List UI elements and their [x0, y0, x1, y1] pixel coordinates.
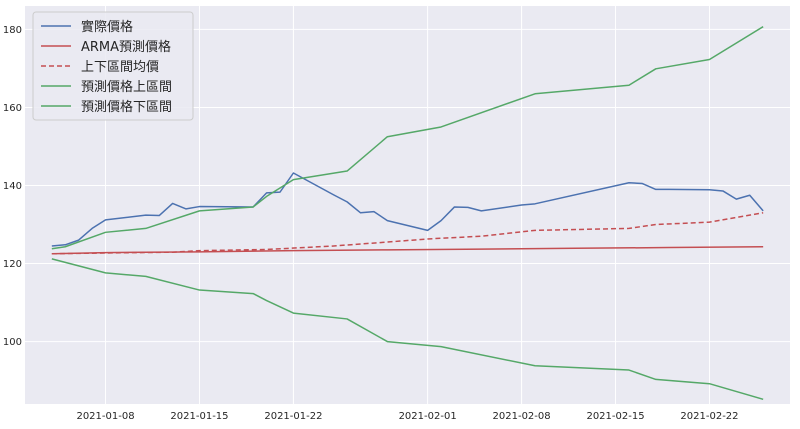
series-line — [51, 246, 764, 255]
legend-box — [32, 11, 194, 121]
y-tick-label: 180 — [3, 25, 22, 36]
x-tick-label: 2021-01-08 — [76, 411, 134, 422]
legend-label: 實際價格 — [81, 19, 133, 35]
legend-label: 上下區間均價 — [81, 60, 159, 75]
x-tick-label: 2021-02-15 — [586, 411, 644, 422]
legend-label: ARMA預測價格 — [81, 39, 171, 55]
series-line — [51, 258, 764, 401]
series-layer — [51, 26, 764, 401]
x-tick-label: 2021-02-08 — [493, 411, 551, 422]
y-tick-label: 160 — [3, 103, 22, 114]
series-line — [51, 26, 764, 250]
series-line — [51, 212, 764, 255]
y-tick-label: 120 — [3, 259, 22, 270]
x-tick-label: 2021-02-22 — [680, 411, 738, 422]
y-tick-label: 100 — [3, 337, 22, 348]
tick-labels: 2021-01-08 2021-01-15 2021-01-22 2021-02-01… — [3, 25, 739, 422]
legend-label: 預測價格上區間 — [81, 79, 172, 95]
x-tick-label: 2021-01-22 — [264, 411, 322, 422]
x-tick-label: 2021-01-15 — [170, 411, 228, 422]
x-tick-label: 2021-02-01 — [399, 411, 457, 422]
legend-label: 預測價格下區間 — [81, 99, 172, 115]
series-line — [51, 172, 764, 247]
y-tick-label: 140 — [3, 181, 22, 192]
